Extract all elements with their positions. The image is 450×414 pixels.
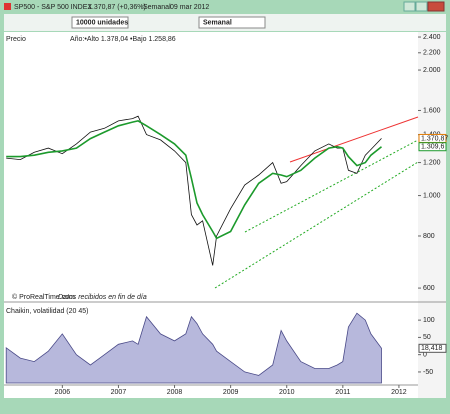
timeframe: Semanal [203, 19, 232, 26]
panel-title: Precio [6, 36, 26, 43]
panel-subtitle: Año:•Alto 1.378,04 •Bajo 1.258,86 [70, 36, 176, 43]
x-tick-label: 2007 [111, 389, 127, 396]
y-tick-label: 800 [423, 233, 435, 240]
y-tick-label: 0 [423, 352, 427, 359]
source: © ProRealTime.com [12, 293, 75, 301]
quantity-dropdown[interactable] [71, 16, 129, 29]
y-tick-label: 2.200 [423, 50, 441, 57]
last-value-box [418, 343, 447, 353]
series-line [6, 115, 382, 266]
y-tick-label: 50 [423, 334, 431, 341]
last-value-label: 18,418 [421, 345, 443, 352]
y-tick-label: 600 [423, 285, 435, 292]
timeframe-dropdown[interactable] [198, 16, 266, 29]
y-tick-label: 1.200 [423, 159, 441, 166]
y-tick-label: 2.000 [423, 67, 441, 74]
y-tick-label: -50 [423, 369, 433, 376]
quote: 1.370,87 (+0,36%) [88, 4, 146, 11]
x-tick-label: 2011 [335, 389, 350, 396]
x-tick-label: 2012 [391, 389, 407, 396]
series-line [6, 120, 383, 240]
quantity: 10000 unidades [76, 19, 128, 26]
minimize-button[interactable] [403, 1, 416, 12]
area [5, 312, 382, 384]
trend-line [244, 139, 419, 233]
last-value-label: 1.370,87 [421, 135, 448, 142]
footer-note: Datos recibidos en fin de día [58, 294, 147, 301]
x-tick-label: 2010 [279, 389, 295, 396]
window-title: SP500 - S&P 500 INDEX [14, 4, 92, 11]
y-tick-label: 1.600 [423, 107, 441, 114]
date: 09 mar 2012 [170, 4, 209, 11]
period: Semanal [143, 4, 171, 11]
x-tick-label: 2009 [223, 389, 239, 396]
maximize-button[interactable] [415, 1, 428, 12]
panel-title: Chaikin, volatilidad (20 45) [6, 308, 89, 315]
y-tick-label: 1.000 [423, 192, 441, 199]
x-tick-label: 2006 [55, 389, 71, 396]
chart-area [4, 32, 446, 398]
last-value-box [418, 142, 447, 152]
close-button[interactable] [427, 1, 445, 12]
y-axis-area [418, 32, 446, 398]
last-value-label: 1.309,6 [421, 144, 444, 151]
y-tick-label: 2.400 [423, 34, 441, 41]
x-tick-label: 2008 [167, 389, 183, 396]
icon [4, 3, 11, 10]
y-tick-label: 100 [423, 317, 435, 324]
